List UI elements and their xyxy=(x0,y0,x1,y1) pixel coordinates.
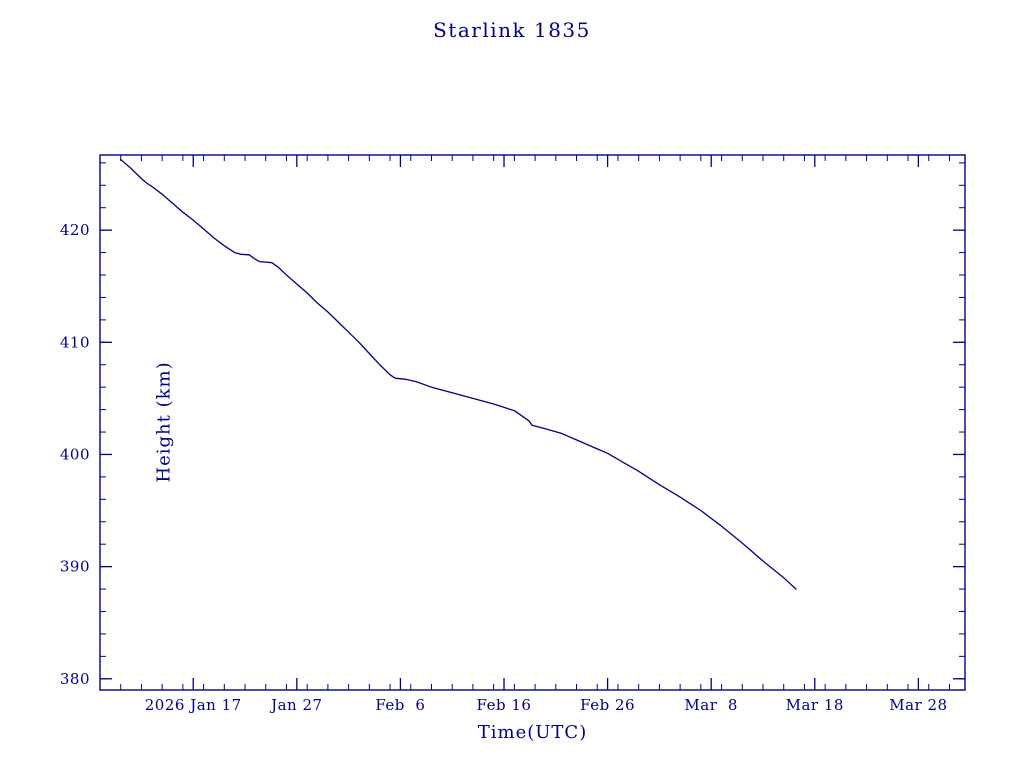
plot-frame xyxy=(99,154,966,691)
x-tick-label: Mar 8 xyxy=(684,696,738,714)
height-decay-line xyxy=(120,158,797,590)
x-tick-label: Feb 16 xyxy=(477,696,532,714)
x-tick-label: Feb 6 xyxy=(375,696,425,714)
y-tick-label: 410 xyxy=(60,333,90,351)
x-tick-label: Jan 27 xyxy=(269,696,322,714)
x-axis-label: Time(UTC) xyxy=(477,722,588,743)
x-tick-label: Mar 18 xyxy=(786,696,844,714)
y-tick-label: 420 xyxy=(60,221,90,239)
chart-title: Starlink 1835 xyxy=(433,18,591,42)
y-tick-label: 380 xyxy=(60,670,90,688)
y-tick-label: 390 xyxy=(60,558,90,576)
x-tick-label: Feb 26 xyxy=(580,696,635,714)
x-tick-label: 2026 Jan 17 xyxy=(145,696,242,714)
x-tick-label: Mar 28 xyxy=(889,696,947,714)
y-tick-label: 400 xyxy=(60,445,90,463)
